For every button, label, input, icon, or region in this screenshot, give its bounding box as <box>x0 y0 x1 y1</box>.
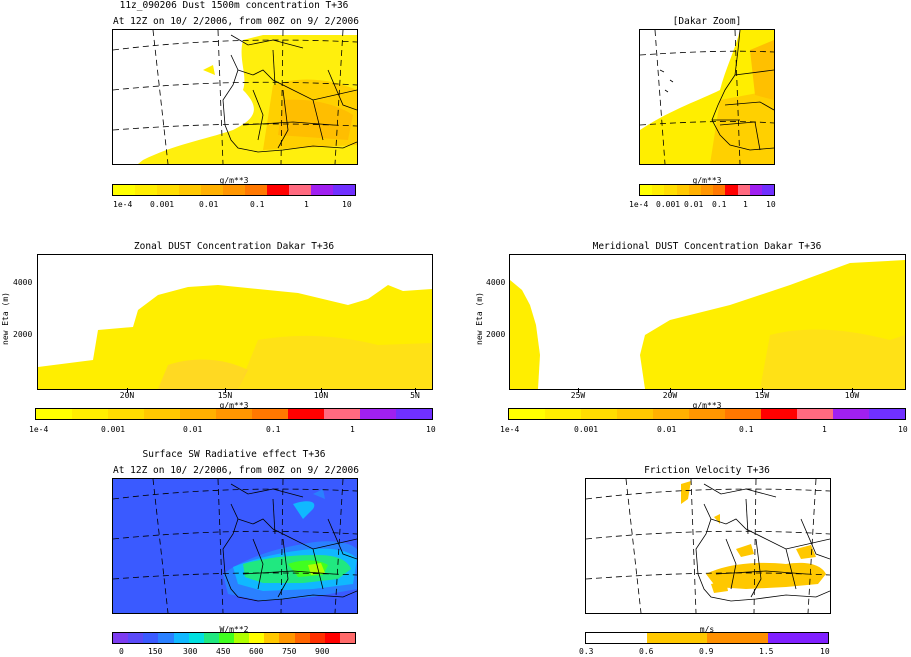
meridional-plot <box>509 254 906 390</box>
zoom-tick-3: 0.1 <box>712 200 727 209</box>
friction-map <box>585 478 831 614</box>
zonal-xtick-15n: 15N <box>217 391 233 400</box>
sw-colorbar-unit: W/m**2 <box>219 625 249 634</box>
dust-tick-1: 0.001 <box>150 200 175 209</box>
friction-tick-4: 10 <box>820 647 830 656</box>
meridional-ylabel: new Eta (m) <box>475 292 484 345</box>
meridional-cbar-tick-4: 1 <box>822 425 827 434</box>
meridional-colorbar-unit: g/m**3 <box>692 401 722 410</box>
sw-panel-title: Surface SW Radiative effect T+36 <box>142 449 326 460</box>
zonal-plot-area <box>38 285 432 389</box>
meridional-cbar-tick-1: 0.001 <box>574 425 599 434</box>
meridional-xtick-mark-10w <box>852 388 853 393</box>
zoom-panel-title: [Dakar Zoom] <box>672 16 742 27</box>
zonal-colorbar <box>35 408 433 420</box>
dust-tick-0: 1e-4 <box>113 200 133 209</box>
dust-tick-3: 0.1 <box>250 200 265 209</box>
meridional-xtick-mark-20w <box>670 388 671 393</box>
zonal-xtick-10n: 10N <box>313 391 329 400</box>
zonal-plot <box>37 254 433 390</box>
meridional-ytick-4000: 4000 <box>486 278 506 287</box>
zoom-tick-4: 1 <box>743 200 748 209</box>
dust-tick-4: 1 <box>304 200 309 209</box>
sw-tick-750: 750 <box>282 647 297 656</box>
zonal-cbar-tick-1: 0.001 <box>101 425 126 434</box>
dust-colorbar-unit: g/m**3 <box>219 176 249 185</box>
meridional-title: Meridional DUST Concentration Dakar T+36 <box>592 241 822 252</box>
zonal-ytick-4000: 4000 <box>13 278 33 287</box>
zonal-title: Zonal DUST Concentration Dakar T+36 <box>133 241 335 252</box>
zonal-cbar-tick-5: 10 <box>426 425 436 434</box>
friction-panel-title: Friction Velocity T+36 <box>644 465 770 476</box>
zoom-tick-1: 0.001 <box>656 200 681 209</box>
zoom-tick-2: 0.01 <box>684 200 704 209</box>
friction-map-plot <box>586 479 830 613</box>
zoom-colorbar <box>639 184 775 196</box>
sw-tick-900: 900 <box>315 647 330 656</box>
zonal-ylabel: new Eta (m) <box>1 292 10 345</box>
zonal-xtick-20n: 20N <box>119 391 135 400</box>
zoom-colorbar-unit: g/m**3 <box>692 176 722 185</box>
friction-tick-3: 1.5 <box>759 647 774 656</box>
meridional-xtick-20w: 20W <box>662 391 678 400</box>
meridional-xtick-25w: 25W <box>570 391 586 400</box>
zoom-map-plot <box>640 30 774 164</box>
dust-map <box>112 29 358 165</box>
friction-colorbar <box>585 632 829 644</box>
dust-tick-5: 10 <box>342 200 352 209</box>
friction-tick-1: 0.6 <box>639 647 654 656</box>
zonal-cbar-tick-4: 1 <box>350 425 355 434</box>
sw-tick-600: 600 <box>249 647 264 656</box>
meridional-xtick-15w: 15W <box>754 391 770 400</box>
meridional-cbar-tick-5: 10 <box>898 425 908 434</box>
zonal-xtick-mark-10n <box>321 388 322 393</box>
zonal-colorbar-unit: g/m**3 <box>219 401 249 410</box>
meridional-ytick-2000: 2000 <box>486 330 506 339</box>
dust-panel-subtitle: At 12Z on 10/ 2/2006, from 00Z on 9/ 2/2… <box>113 16 359 27</box>
dust-panel-title: 11z_090206 Dust 1500m concentration T+36 <box>119 0 349 11</box>
zonal-xtick-mark-15n <box>225 388 226 393</box>
dust-map-plot <box>113 30 357 164</box>
zonal-xtick-mark-20n <box>127 388 128 393</box>
meridional-xtick-mark-25w <box>578 388 579 393</box>
sw-tick-300: 300 <box>183 647 198 656</box>
friction-tick-0: 0.3 <box>579 647 594 656</box>
sw-tick-450: 450 <box>216 647 231 656</box>
dust-tick-2: 0.01 <box>199 200 219 209</box>
friction-tick-2: 0.9 <box>699 647 714 656</box>
meridional-plot-area <box>510 260 905 389</box>
dust-colorbar <box>112 184 356 196</box>
zoom-map <box>639 29 775 165</box>
friction-colorbar-unit: m/s <box>699 625 715 634</box>
meridional-cbar-tick-0: 1e-4 <box>500 425 520 434</box>
meridional-xtick-mark-15w <box>762 388 763 393</box>
zonal-cbar-tick-0: 1e-4 <box>29 425 49 434</box>
sw-tick-0: 0 <box>119 647 124 656</box>
meridional-cbar-tick-3: 0.1 <box>739 425 754 434</box>
zoom-tick-5: 10 <box>766 200 776 209</box>
sw-tick-150: 150 <box>148 647 163 656</box>
sw-panel-subtitle: At 12Z on 10/ 2/2006, from 00Z on 9/ 2/2… <box>113 465 359 476</box>
zonal-cbar-tick-2: 0.01 <box>183 425 203 434</box>
zonal-xtick-5n: 5N <box>410 391 420 400</box>
meridional-colorbar <box>508 408 906 420</box>
zonal-cbar-tick-3: 0.1 <box>266 425 281 434</box>
sw-colorbar <box>112 632 356 644</box>
sw-map-plot <box>113 479 357 613</box>
sw-map <box>112 478 358 614</box>
meridional-cbar-tick-2: 0.01 <box>657 425 677 434</box>
zonal-xtick-mark-5n <box>415 388 416 393</box>
zonal-ytick-2000: 2000 <box>13 330 33 339</box>
zoom-tick-0: 1e-4 <box>629 200 649 209</box>
meridional-xtick-10w: 10W <box>844 391 860 400</box>
